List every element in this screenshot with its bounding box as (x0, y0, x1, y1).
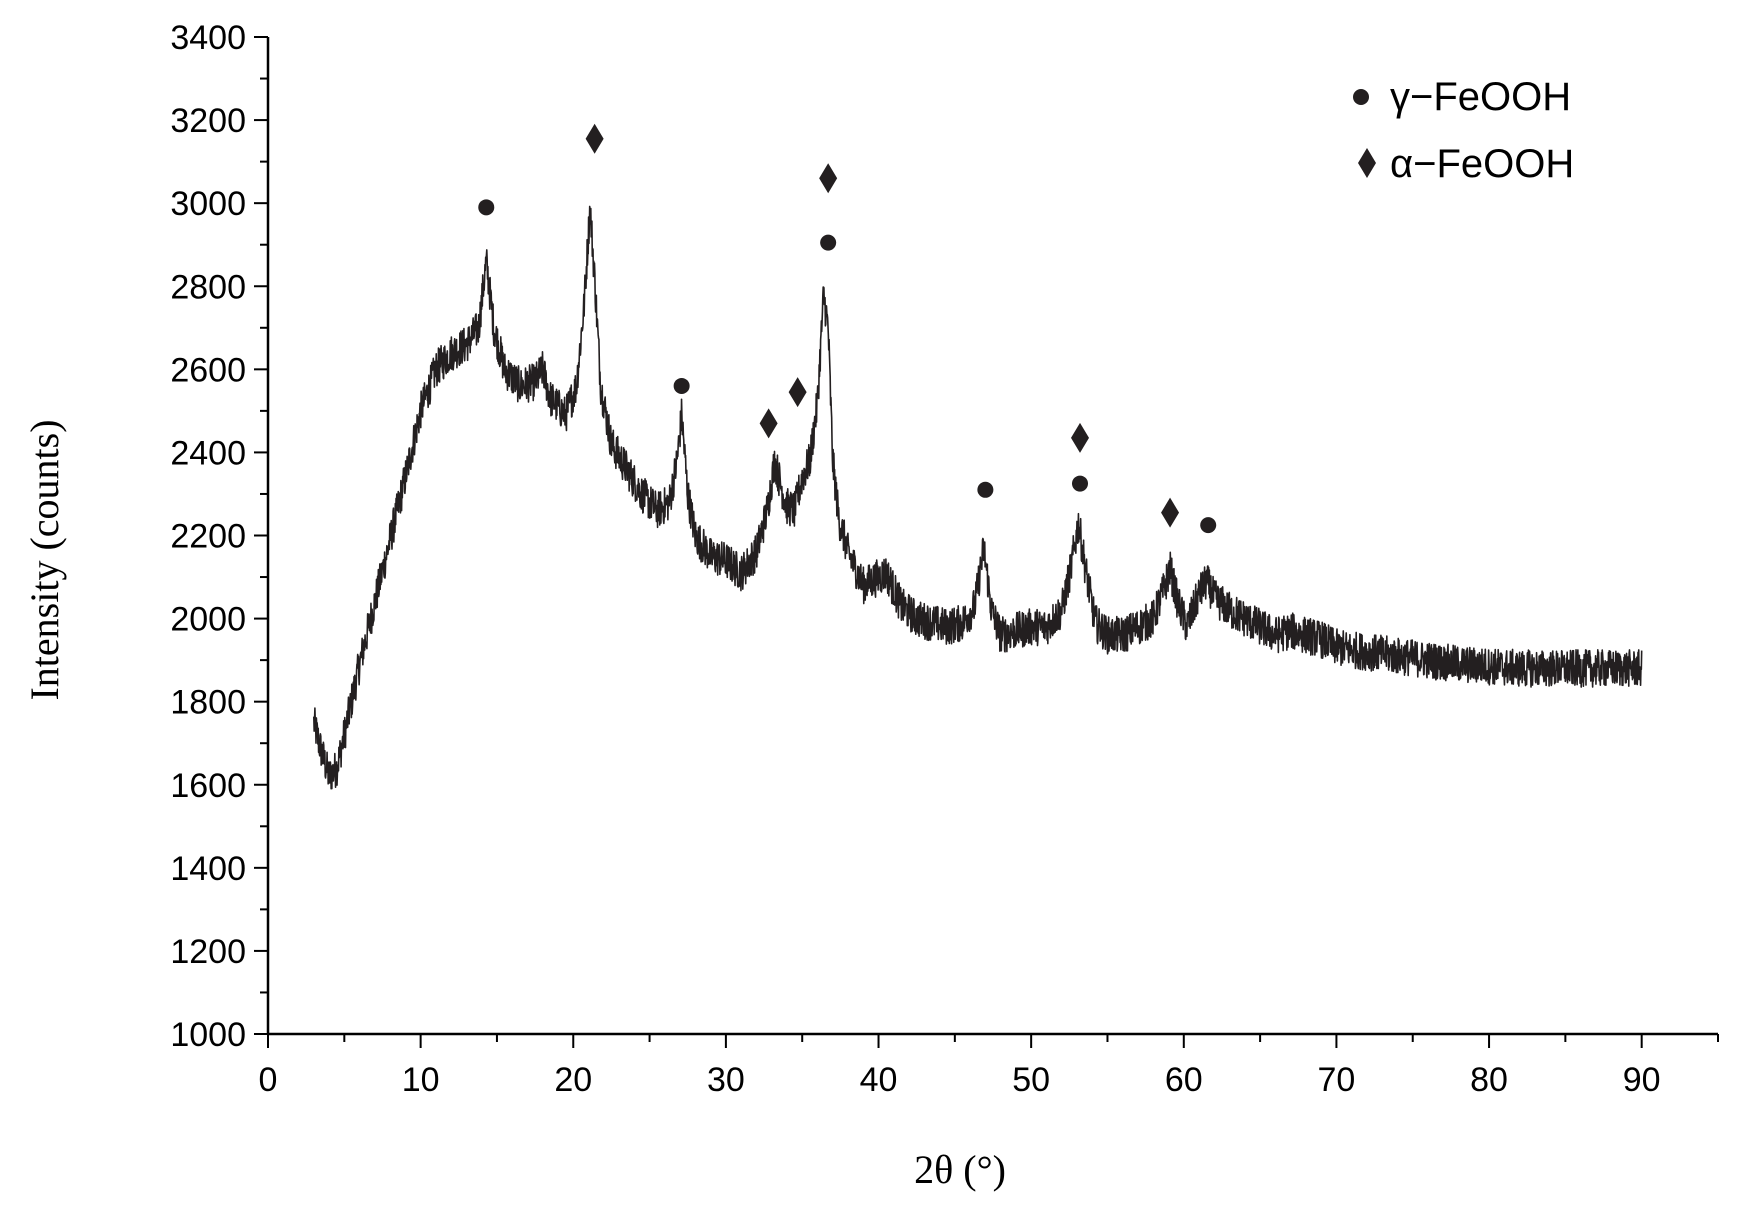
y-tick-label: 1800 (170, 684, 246, 722)
gamma-feooh-peak-marker (673, 377, 690, 394)
gamma-feooh-peak-marker (820, 234, 837, 251)
y-tick-label: 2400 (170, 434, 246, 472)
y-tick-label: 2800 (170, 268, 246, 306)
legend-label-alpha: α−FeOOH (1390, 142, 1574, 186)
x-tick-label: 0 (259, 1061, 278, 1099)
x-tick-label: 40 (860, 1061, 898, 1099)
y-tick-label: 2600 (170, 351, 246, 389)
x-axis-ticks: 0 10 20 30 40 50 60 70 80 90 (259, 1034, 1719, 1099)
alpha-feooh-peak-marker (819, 163, 838, 194)
legend: γ−FeOOH α−FeOOH (1353, 75, 1574, 186)
y-tick-label: 3400 (170, 19, 246, 57)
xrd-series-line (312, 205, 1643, 790)
x-tick-label: 50 (1012, 1061, 1050, 1099)
y-tick-label: 2200 (170, 518, 246, 556)
y-tick-label: 2000 (170, 601, 246, 639)
y-tick-label: 1200 (170, 933, 246, 971)
alpha-feooh-peak-marker (1071, 422, 1089, 453)
legend-label-gamma: γ−FeOOH (1390, 75, 1571, 119)
y-tick-label: 3000 (170, 185, 246, 223)
plot-area (312, 205, 1643, 790)
alpha-feooh-peak-marker (585, 123, 604, 154)
alpha-feooh-peak-marker (759, 408, 778, 439)
gamma-feooh-peak-marker (977, 481, 994, 498)
x-tick-label: 60 (1165, 1061, 1203, 1099)
y-axis-title: Intensity (counts) (22, 419, 67, 700)
y-tick-label: 1000 (170, 1016, 246, 1054)
legend-diamond-marker (1358, 148, 1376, 178)
y-axis-ticks: 1000 1200 1400 1600 1800 2000 2200 2400 2600 2800… (170, 19, 268, 1054)
y-tick-label: 3200 (170, 102, 246, 140)
x-tick-label: 10 (402, 1061, 440, 1099)
x-tick-label: 80 (1470, 1061, 1508, 1099)
x-tick-label: 30 (707, 1061, 745, 1099)
x-tick-label: 90 (1623, 1061, 1661, 1099)
x-tick-label: 70 (1318, 1061, 1356, 1099)
gamma-feooh-peak-marker (1200, 517, 1217, 534)
x-axis-title: 2θ (°) (914, 1147, 1006, 1192)
y-tick-label: 1400 (170, 850, 246, 888)
y-tick-label: 1600 (170, 767, 246, 805)
x-tick-label: 20 (554, 1061, 592, 1099)
alpha-feooh-peak-marker (788, 377, 807, 408)
plot-frame (266, 37, 1718, 1036)
legend-circle-marker (1353, 89, 1369, 105)
gamma-feooh-peak-marker (478, 199, 495, 216)
peak-markers (478, 123, 1217, 534)
gamma-feooh-peak-marker (1072, 475, 1088, 492)
alpha-feooh-peak-marker (1161, 497, 1180, 528)
